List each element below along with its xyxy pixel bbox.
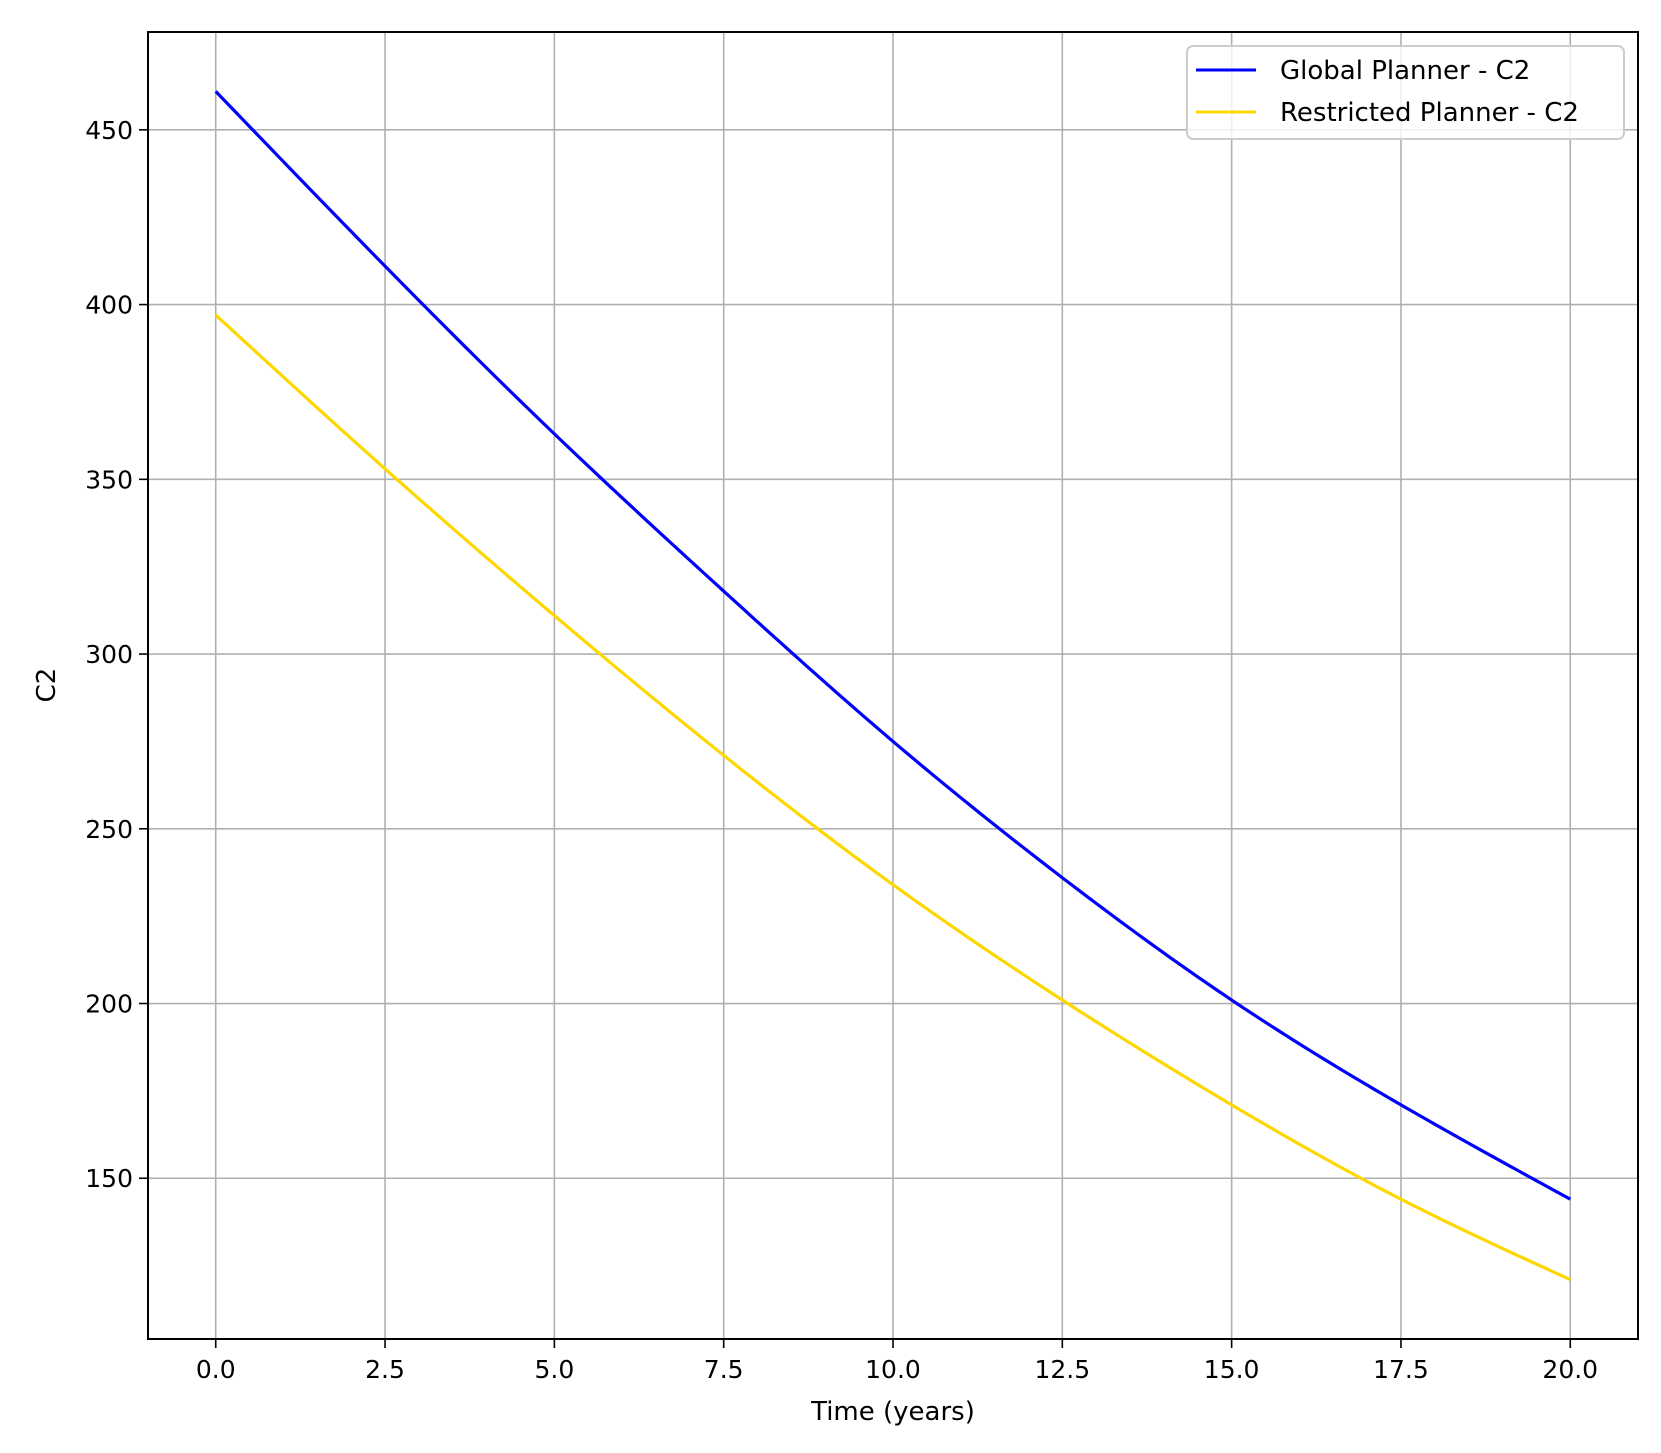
y-tick-label: 250: [85, 815, 133, 844]
legend: Global Planner - C2 Restricted Planner -…: [1186, 45, 1625, 140]
x-tick-label: 17.5: [1373, 1355, 1429, 1384]
y-tick-label: 300: [85, 640, 133, 669]
x-tick-label: 5.0: [534, 1355, 574, 1384]
y-axis-ticks: 150 200 250 300 350 400 450: [85, 116, 148, 1193]
series-line-restricted-planner-c2: [214, 313, 1571, 1282]
series-lines: [214, 90, 1572, 1282]
y-tick-label: 200: [85, 990, 133, 1019]
legend-label-restricted-planner: Restricted Planner - C2: [1280, 98, 1579, 128]
y-axis-label: C2: [32, 668, 62, 703]
legend-label-global-planner: Global Planner - C2: [1280, 56, 1530, 86]
x-tick-label: 20.0: [1542, 1355, 1598, 1384]
x-tick-label: 10.0: [865, 1355, 921, 1384]
series-line-global-planner-c2: [214, 90, 1572, 1201]
x-tick-label: 0.0: [196, 1355, 236, 1384]
legend-box: [1186, 45, 1625, 140]
x-axis-label: Time (years): [810, 1397, 975, 1427]
x-axis-ticks: 0.0 2.5 5.0 7.5 10.0 12.5 15.0 17.5 20.0: [196, 1339, 1598, 1384]
x-tick-label: 12.5: [1034, 1355, 1090, 1384]
y-tick-label: 150: [85, 1164, 133, 1193]
y-tick-label: 400: [85, 291, 133, 320]
x-tick-label: 7.5: [704, 1355, 744, 1384]
x-tick-label: 2.5: [365, 1355, 405, 1384]
x-tick-label: 15.0: [1204, 1355, 1260, 1384]
y-tick-label: 350: [85, 465, 133, 494]
y-tick-label: 450: [85, 116, 133, 145]
